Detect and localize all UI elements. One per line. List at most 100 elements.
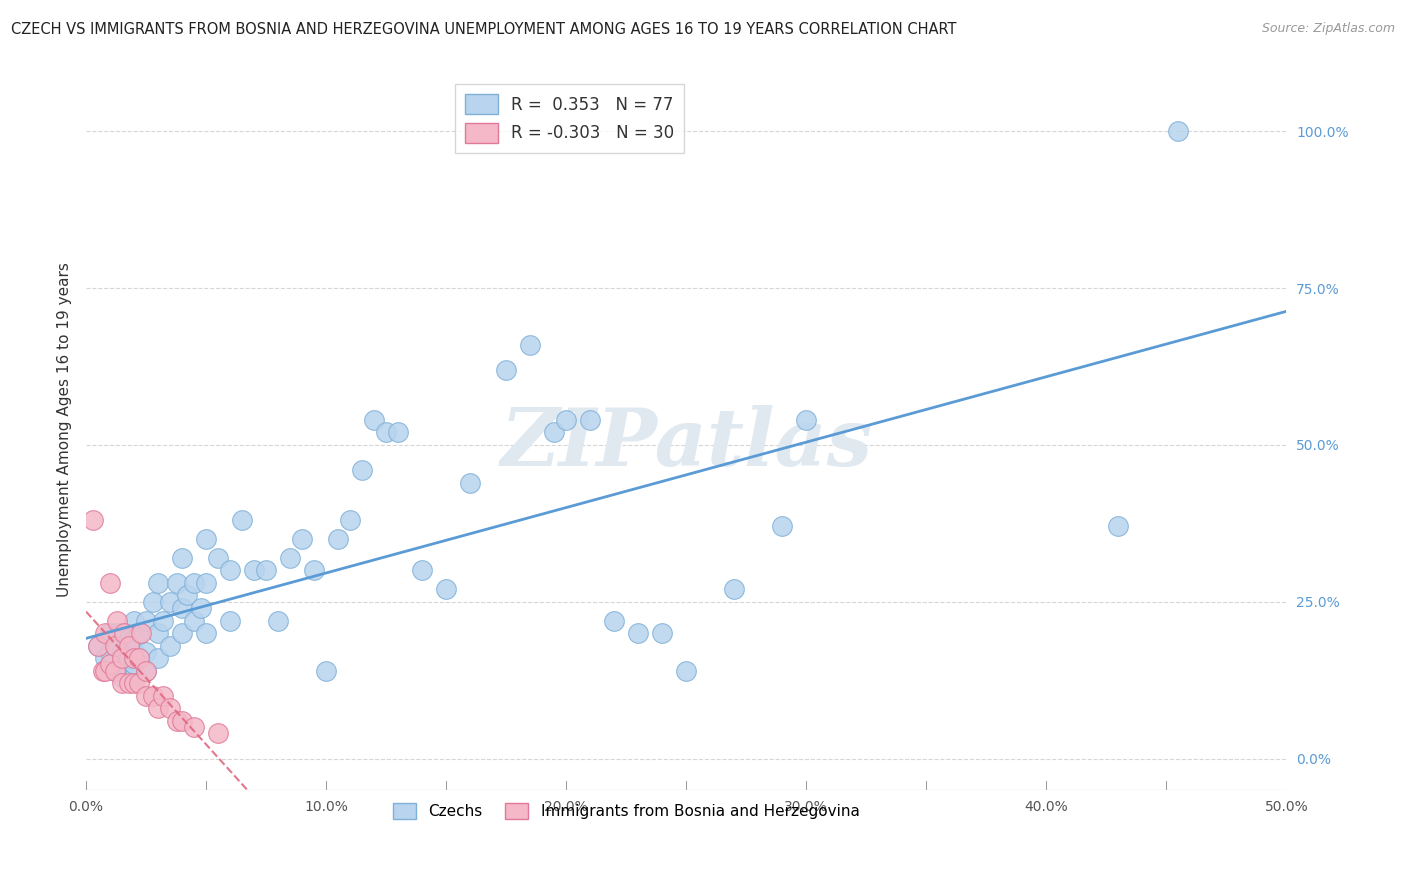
Point [166, 575, 188, 590]
Point [91, 664, 114, 678]
Point [135, 614, 157, 628]
Point [579, 413, 602, 427]
Text: CZECH VS IMMIGRANTS FROM BOSNIA AND HERZEGOVINA UNEMPLOYMENT AMONG AGES 16 TO 19: CZECH VS IMMIGRANTS FROM BOSNIA AND HERZ… [11, 22, 956, 37]
Point [87, 639, 110, 653]
Point [794, 413, 817, 427]
Point [627, 626, 650, 640]
Point [135, 664, 157, 678]
Point [118, 676, 141, 690]
Point [302, 563, 325, 577]
Point [122, 651, 145, 665]
Point [104, 664, 127, 678]
Text: ZIPatlas: ZIPatlas [501, 405, 872, 483]
Point [128, 676, 150, 690]
Point [111, 657, 134, 672]
Point [111, 626, 134, 640]
Point [98, 645, 121, 659]
Point [98, 657, 121, 672]
Point [128, 651, 150, 665]
Point [82, 513, 104, 527]
Point [172, 626, 194, 640]
Point [387, 425, 409, 440]
Point [770, 519, 793, 533]
Point [142, 689, 165, 703]
Point [190, 601, 212, 615]
Point [1167, 124, 1189, 138]
Point [152, 689, 174, 703]
Point [94, 651, 117, 665]
Point [146, 651, 169, 665]
Point [219, 614, 242, 628]
Point [1107, 519, 1129, 533]
Point [195, 575, 218, 590]
Point [118, 632, 141, 647]
Point [129, 626, 152, 640]
Point [375, 425, 398, 440]
Point [122, 645, 145, 659]
Point [183, 614, 205, 628]
Y-axis label: Unemployment Among Ages 16 to 19 years: Unemployment Among Ages 16 to 19 years [58, 261, 72, 597]
Point [98, 626, 121, 640]
Point [118, 639, 141, 653]
Point [651, 626, 673, 640]
Point [172, 550, 194, 565]
Point [159, 639, 181, 653]
Point [543, 425, 565, 440]
Point [411, 563, 433, 577]
Point [458, 475, 481, 490]
Point [243, 563, 266, 577]
Point [172, 601, 194, 615]
Point [183, 720, 205, 734]
Point [603, 614, 626, 628]
Point [122, 676, 145, 690]
Point [176, 589, 198, 603]
Point [195, 626, 218, 640]
Point [118, 651, 141, 665]
Point [122, 657, 145, 672]
Point [128, 651, 150, 665]
Point [122, 614, 145, 628]
Point [111, 651, 134, 665]
Point [111, 676, 134, 690]
Point [352, 463, 374, 477]
Point [267, 614, 290, 628]
Point [159, 701, 181, 715]
Point [135, 689, 157, 703]
Point [555, 413, 578, 427]
Point [207, 550, 229, 565]
Point [135, 645, 157, 659]
Point [146, 626, 169, 640]
Point [94, 664, 117, 678]
Point [142, 595, 165, 609]
Point [675, 664, 697, 678]
Point [495, 362, 517, 376]
Point [104, 639, 127, 653]
Point [231, 513, 253, 527]
Point [278, 550, 301, 565]
Point [98, 575, 121, 590]
Text: Source: ZipAtlas.com: Source: ZipAtlas.com [1261, 22, 1395, 36]
Point [328, 532, 350, 546]
Point [114, 626, 136, 640]
Point [104, 664, 127, 678]
Point [105, 614, 128, 628]
Point [98, 657, 121, 672]
Point [291, 532, 314, 546]
Point [146, 701, 169, 715]
Point [195, 532, 218, 546]
Point [159, 595, 181, 609]
Point [118, 664, 141, 678]
Point [315, 664, 337, 678]
Point [434, 582, 457, 597]
Point [146, 575, 169, 590]
Point [254, 563, 277, 577]
Point [87, 639, 110, 653]
Point [207, 726, 229, 740]
Point [111, 670, 134, 684]
Point [723, 582, 745, 597]
Point [111, 645, 134, 659]
Point [219, 563, 242, 577]
Point [172, 714, 194, 728]
Point [122, 632, 145, 647]
Point [94, 626, 117, 640]
